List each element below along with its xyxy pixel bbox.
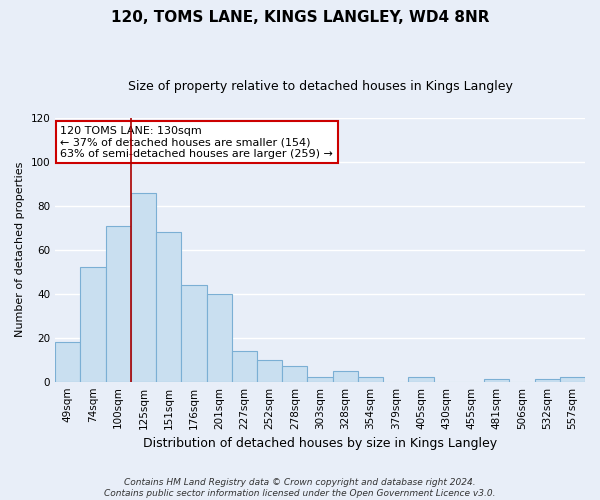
Bar <box>358 378 383 382</box>
Text: 120 TOMS LANE: 130sqm
← 37% of detached houses are smaller (154)
63% of semi-det: 120 TOMS LANE: 130sqm ← 37% of detached … <box>61 126 334 159</box>
Bar <box>257 360 282 382</box>
Title: Size of property relative to detached houses in Kings Langley: Size of property relative to detached ho… <box>128 80 512 93</box>
Bar <box>106 226 131 382</box>
Bar <box>232 351 257 382</box>
X-axis label: Distribution of detached houses by size in Kings Langley: Distribution of detached houses by size … <box>143 437 497 450</box>
Bar <box>484 380 509 382</box>
Bar <box>206 294 232 382</box>
Text: Contains HM Land Registry data © Crown copyright and database right 2024.
Contai: Contains HM Land Registry data © Crown c… <box>104 478 496 498</box>
Bar <box>560 378 585 382</box>
Bar <box>332 370 358 382</box>
Bar <box>80 268 106 382</box>
Bar <box>282 366 307 382</box>
Text: 120, TOMS LANE, KINGS LANGLEY, WD4 8NR: 120, TOMS LANE, KINGS LANGLEY, WD4 8NR <box>111 10 489 25</box>
Bar <box>156 232 181 382</box>
Bar <box>535 380 560 382</box>
Y-axis label: Number of detached properties: Number of detached properties <box>15 162 25 338</box>
Bar <box>409 378 434 382</box>
Bar <box>131 192 156 382</box>
Bar <box>55 342 80 382</box>
Bar <box>181 285 206 382</box>
Bar <box>307 378 332 382</box>
